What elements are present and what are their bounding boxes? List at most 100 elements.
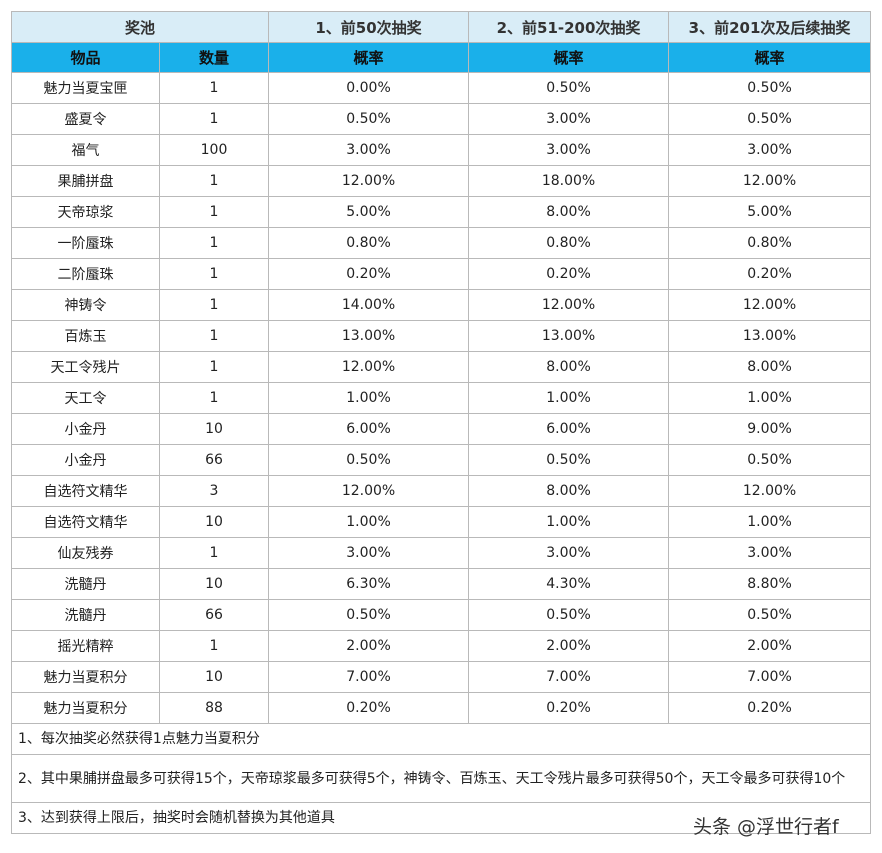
table-row: 洗髓丹 10 6.30% 4.30% 8.80% bbox=[11, 568, 872, 600]
table-body: 魅力当夏宝匣 1 0.00% 0.50% 0.50% 盛夏令 1 0.50% 3.00% 0.50… bbox=[11, 72, 872, 724]
prob1-cell: 5.00% bbox=[268, 196, 470, 228]
table-row: 二阶蜃珠 1 0.20% 0.20% 0.20% bbox=[11, 258, 872, 290]
quantity-cell: 66 bbox=[158, 444, 270, 476]
prize-probability-table: 奖池 1、前50次抽奖 2、前51-200次抽奖 3、前201次及后续抽奖 物品… bbox=[10, 11, 872, 834]
prob3-cell: 0.20% bbox=[668, 692, 872, 724]
note-row: 1、每次抽奖必然获得1点魅力当夏积分 bbox=[10, 723, 872, 755]
note-row: 3、达到获得上限后，抽奖时会随机替换为其他道具 bbox=[10, 802, 872, 834]
item-cell: 小金丹 bbox=[11, 444, 160, 476]
prob2-cell: 3.00% bbox=[468, 537, 670, 569]
prob1-cell: 0.80% bbox=[268, 227, 470, 259]
prob1-cell: 0.50% bbox=[268, 444, 470, 476]
prob1-cell: 6.30% bbox=[268, 568, 470, 600]
table-header-row: 奖池 1、前50次抽奖 2、前51-200次抽奖 3、前201次及后续抽奖 bbox=[10, 11, 872, 43]
table-row: 福气 100 3.00% 3.00% 3.00% bbox=[11, 134, 872, 166]
prob2-cell: 13.00% bbox=[468, 320, 670, 352]
item-cell: 果脯拼盘 bbox=[11, 165, 160, 197]
item-cell: 摇光精粹 bbox=[11, 630, 160, 662]
prob3-cell: 0.50% bbox=[668, 444, 872, 476]
prob2-column-header: 概率 bbox=[468, 42, 670, 73]
table-row: 小金丹 66 0.50% 0.50% 0.50% bbox=[11, 444, 872, 476]
quantity-cell: 66 bbox=[158, 599, 270, 631]
note-text: 2、其中果脯拼盘最多可获得15个，天帝琼浆最多可获得5个，神铸令、百炼玉、天工令… bbox=[10, 754, 872, 803]
prob3-cell: 0.20% bbox=[668, 258, 872, 290]
table-row: 盛夏令 1 0.50% 3.00% 0.50% bbox=[11, 103, 872, 135]
item-column-header: 物品 bbox=[11, 42, 160, 73]
quantity-column-header: 数量 bbox=[158, 42, 270, 73]
prob1-cell: 6.00% bbox=[268, 413, 470, 445]
item-cell: 天工令 bbox=[11, 382, 160, 414]
item-cell: 神铸令 bbox=[11, 289, 160, 321]
table-row: 魅力当夏积分 10 7.00% 7.00% 7.00% bbox=[11, 661, 872, 693]
prob2-cell: 0.50% bbox=[468, 599, 670, 631]
prob2-cell: 3.00% bbox=[468, 103, 670, 135]
table-row: 仙友残券 1 3.00% 3.00% 3.00% bbox=[11, 537, 872, 569]
item-cell: 自选符文精华 bbox=[11, 506, 160, 538]
prob3-cell: 8.80% bbox=[668, 568, 872, 600]
prob3-cell: 12.00% bbox=[668, 289, 872, 321]
item-cell: 洗髓丹 bbox=[11, 599, 160, 631]
prob3-cell: 9.00% bbox=[668, 413, 872, 445]
table-row: 天工令 1 1.00% 1.00% 1.00% bbox=[11, 382, 872, 414]
prob1-cell: 0.00% bbox=[268, 72, 470, 104]
item-cell: 盛夏令 bbox=[11, 103, 160, 135]
prob1-cell: 14.00% bbox=[268, 289, 470, 321]
table-row: 自选符文精华 3 12.00% 8.00% 12.00% bbox=[11, 475, 872, 507]
prob2-cell: 1.00% bbox=[468, 382, 670, 414]
prob2-cell: 8.00% bbox=[468, 196, 670, 228]
table-row: 天工令残片 1 12.00% 8.00% 8.00% bbox=[11, 351, 872, 383]
table-row: 神铸令 1 14.00% 12.00% 12.00% bbox=[11, 289, 872, 321]
prob1-cell: 12.00% bbox=[268, 351, 470, 383]
prob2-cell: 12.00% bbox=[468, 289, 670, 321]
item-cell: 小金丹 bbox=[11, 413, 160, 445]
prob1-cell: 1.00% bbox=[268, 382, 470, 414]
quantity-cell: 88 bbox=[158, 692, 270, 724]
quantity-cell: 1 bbox=[158, 289, 270, 321]
prob1-column-header: 概率 bbox=[268, 42, 470, 73]
prob3-cell: 8.00% bbox=[668, 351, 872, 383]
prob3-column-header: 概率 bbox=[668, 42, 872, 73]
table-row: 魅力当夏积分 88 0.20% 0.20% 0.20% bbox=[11, 692, 872, 724]
quantity-cell: 1 bbox=[158, 196, 270, 228]
quantity-cell: 10 bbox=[158, 413, 270, 445]
prob2-cell: 0.50% bbox=[468, 444, 670, 476]
quantity-cell: 1 bbox=[158, 537, 270, 569]
prob1-cell: 0.50% bbox=[268, 103, 470, 135]
note-text: 1、每次抽奖必然获得1点魅力当夏积分 bbox=[10, 723, 872, 755]
prob2-cell: 3.00% bbox=[468, 134, 670, 166]
quantity-cell: 1 bbox=[158, 382, 270, 414]
item-cell: 天帝琼浆 bbox=[11, 196, 160, 228]
prob2-cell: 0.80% bbox=[468, 227, 670, 259]
quantity-cell: 100 bbox=[158, 134, 270, 166]
phase3-header: 3、前201次及后续抽奖 bbox=[668, 11, 872, 43]
prob3-cell: 1.00% bbox=[668, 506, 872, 538]
item-cell: 一阶蜃珠 bbox=[11, 227, 160, 259]
prob2-cell: 7.00% bbox=[468, 661, 670, 693]
quantity-cell: 1 bbox=[158, 630, 270, 662]
quantity-cell: 3 bbox=[158, 475, 270, 507]
table-row: 小金丹 10 6.00% 6.00% 9.00% bbox=[11, 413, 872, 445]
prob1-cell: 12.00% bbox=[268, 475, 470, 507]
item-cell: 百炼玉 bbox=[11, 320, 160, 352]
prob1-cell: 0.50% bbox=[268, 599, 470, 631]
prob3-cell: 13.00% bbox=[668, 320, 872, 352]
prob3-cell: 0.80% bbox=[668, 227, 872, 259]
phase1-header: 1、前50次抽奖 bbox=[268, 11, 470, 43]
item-cell: 洗髓丹 bbox=[11, 568, 160, 600]
prob3-cell: 0.50% bbox=[668, 103, 872, 135]
prob3-cell: 5.00% bbox=[668, 196, 872, 228]
item-cell: 魅力当夏宝匣 bbox=[11, 72, 160, 104]
prob1-cell: 7.00% bbox=[268, 661, 470, 693]
prob3-cell: 0.50% bbox=[668, 72, 872, 104]
watermark: 头条 @浮世行者f bbox=[693, 816, 839, 838]
table-row: 自选符文精华 10 1.00% 1.00% 1.00% bbox=[11, 506, 872, 538]
prob2-cell: 1.00% bbox=[468, 506, 670, 538]
prob1-cell: 3.00% bbox=[268, 134, 470, 166]
prob3-cell: 0.50% bbox=[668, 599, 872, 631]
quantity-cell: 10 bbox=[158, 568, 270, 600]
prob2-cell: 2.00% bbox=[468, 630, 670, 662]
notes-section: 1、每次抽奖必然获得1点魅力当夏积分 2、其中果脯拼盘最多可获得15个，天帝琼浆… bbox=[10, 723, 872, 834]
prob1-cell: 0.20% bbox=[268, 258, 470, 290]
table-row: 一阶蜃珠 1 0.80% 0.80% 0.80% bbox=[11, 227, 872, 259]
prob3-cell: 12.00% bbox=[668, 475, 872, 507]
